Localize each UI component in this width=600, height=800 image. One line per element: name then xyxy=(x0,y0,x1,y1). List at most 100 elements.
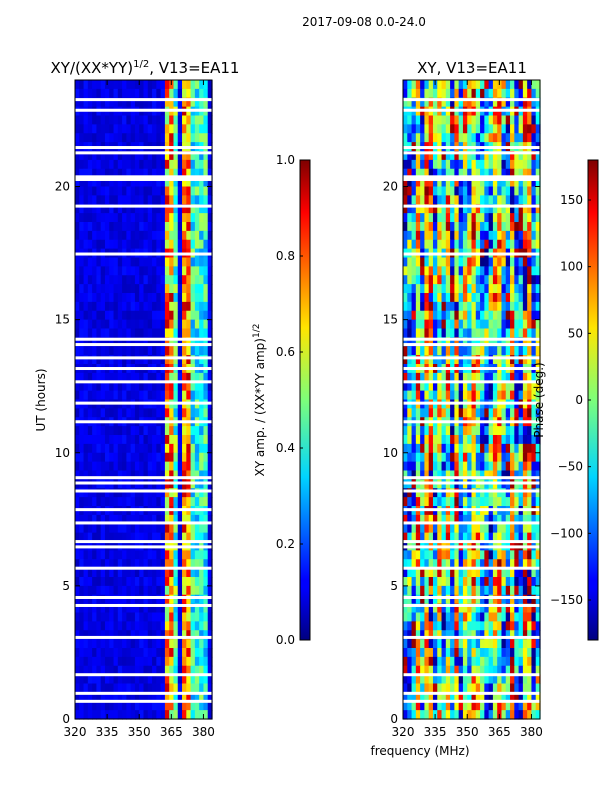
heatmap-cell xyxy=(531,550,537,560)
heatmap-cell xyxy=(420,355,426,365)
heatmap-cell xyxy=(497,523,503,534)
heatmap-cell xyxy=(186,97,192,108)
heatmap-cell xyxy=(437,550,443,560)
heatmap-cell xyxy=(194,390,200,401)
heatmap-cell xyxy=(130,390,136,401)
heatmap-cell xyxy=(450,381,455,392)
heatmap-cell xyxy=(462,594,468,605)
heatmap-cell xyxy=(92,97,98,108)
heatmap-cell xyxy=(134,523,140,534)
heatmap-cell xyxy=(407,159,413,170)
heatmap-cell xyxy=(139,319,145,330)
heatmap-cell xyxy=(501,284,507,294)
heatmap-cell xyxy=(437,497,443,507)
heatmap-cell xyxy=(420,310,426,321)
heatmap-cell xyxy=(194,301,200,312)
heatmap-cell xyxy=(505,159,511,170)
heatmap-cell xyxy=(87,328,93,338)
heatmap-cell xyxy=(467,124,473,134)
heatmap-cell xyxy=(186,559,192,569)
heatmap-cell xyxy=(445,381,451,392)
heatmap-cell xyxy=(420,115,426,125)
heatmap-cell xyxy=(497,488,503,498)
heatmap-cell xyxy=(139,337,145,347)
heatmap-cell xyxy=(100,186,106,196)
heatmap-cell xyxy=(109,488,115,498)
heatmap-cell xyxy=(497,612,503,622)
heatmap-cell xyxy=(130,293,136,303)
amplitude-colorbar-ticks: 0.00.20.40.60.81.0 xyxy=(276,153,303,647)
heatmap-cell xyxy=(432,222,438,232)
heatmap-cell xyxy=(424,710,430,720)
heatmap-cell xyxy=(424,257,430,267)
heatmap-cell xyxy=(79,630,85,640)
heatmap-cell xyxy=(471,585,477,596)
heatmap-cell xyxy=(411,621,417,631)
heatmap-cell xyxy=(96,293,102,303)
heatmap-cell xyxy=(160,488,166,498)
heatmap-cell xyxy=(518,213,524,223)
heatmap-cell xyxy=(480,301,485,312)
heatmap-cell xyxy=(454,372,460,383)
heatmap-cell xyxy=(462,151,468,161)
heatmap-cell xyxy=(484,585,490,596)
heatmap-cell xyxy=(458,133,464,143)
heatmap-cell xyxy=(194,621,200,631)
heatmap-cell xyxy=(143,151,149,161)
heatmap-cell xyxy=(126,355,132,365)
heatmap-cell xyxy=(501,621,507,631)
heatmap-cell xyxy=(143,603,149,614)
heatmap-cell xyxy=(122,257,127,267)
heatmap-cell xyxy=(467,284,473,294)
heatmap-cell xyxy=(173,195,179,205)
heatmap-cell xyxy=(492,159,498,170)
heatmap-cell xyxy=(139,497,145,507)
heatmap-cell xyxy=(415,656,421,667)
heatmap-cell xyxy=(441,284,447,294)
heatmap-cell xyxy=(87,115,93,125)
heatmap-cell xyxy=(160,639,166,649)
heatmap-cell xyxy=(186,213,192,223)
heatmap-cell xyxy=(173,639,179,649)
heatmap-cell xyxy=(126,195,132,205)
heatmap-cell xyxy=(147,390,153,401)
heatmap-cell xyxy=(199,443,205,454)
heatmap-cell xyxy=(87,452,93,463)
heatmap-cell xyxy=(514,230,520,241)
heatmap-cell xyxy=(441,88,447,99)
heatmap-cell xyxy=(113,674,119,685)
heatmap-cell xyxy=(471,523,477,534)
heatmap-cell xyxy=(147,97,153,108)
heatmap-cell xyxy=(152,133,157,143)
heatmap-cell xyxy=(501,239,507,250)
heatmap-cell xyxy=(424,568,430,578)
heatmap-cell xyxy=(501,497,507,507)
heatmap-cell xyxy=(186,568,192,578)
heatmap-cell xyxy=(445,266,451,276)
heatmap-cell xyxy=(454,639,460,649)
heatmap-cell xyxy=(475,577,481,587)
heatmap-cell xyxy=(411,674,417,685)
heatmap-cell xyxy=(79,346,85,356)
heatmap-cell xyxy=(126,656,132,667)
heatmap-cell xyxy=(117,275,123,285)
heatmap-cell xyxy=(109,275,115,285)
heatmap-cell xyxy=(207,257,213,267)
heatmap-cell xyxy=(467,239,473,250)
heatmap-cell xyxy=(79,665,85,676)
heatmap-cell xyxy=(471,204,477,214)
heatmap-cell xyxy=(527,124,533,134)
heatmap-cell xyxy=(122,177,127,188)
heatmap-cell xyxy=(458,284,464,294)
heatmap-cell xyxy=(424,328,430,338)
heatmap-cell xyxy=(130,594,136,605)
heatmap-cell xyxy=(126,310,132,321)
heatmap-cell xyxy=(475,674,481,685)
heatmap-cell xyxy=(134,435,140,445)
heatmap-cell xyxy=(109,177,115,188)
heatmap-cell xyxy=(207,585,213,596)
heatmap-cell xyxy=(488,674,494,685)
heatmap-cell xyxy=(194,550,200,560)
heatmap-cell xyxy=(117,488,123,498)
heatmap-cell xyxy=(117,568,123,578)
